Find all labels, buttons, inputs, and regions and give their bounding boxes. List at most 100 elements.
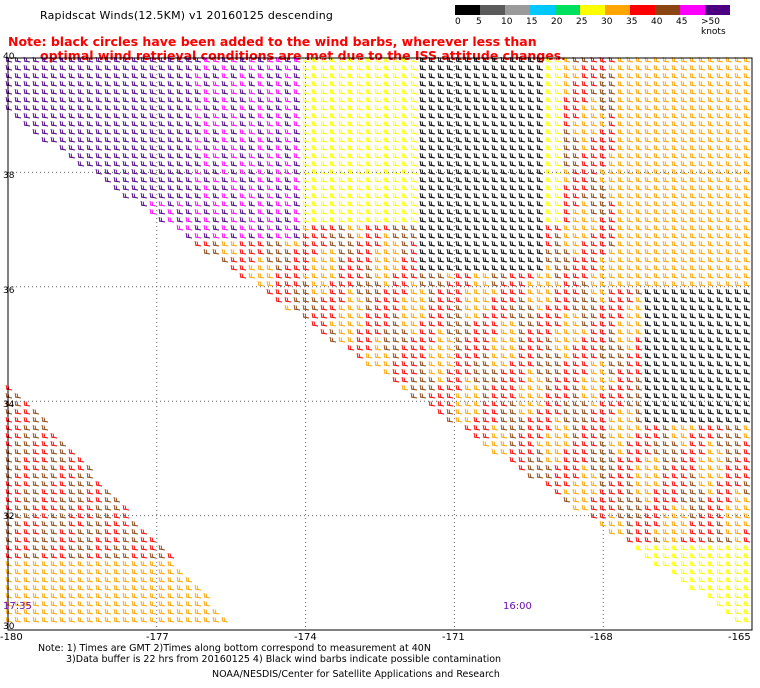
wind-barb [689,360,697,367]
wind-barb [671,192,679,199]
wind-barb [320,304,328,311]
wind-barb [509,192,517,199]
wind-barb [536,280,544,287]
wind-barb [131,544,139,551]
wind-barb [464,136,472,143]
wind-barb [23,520,31,527]
wind-barb [392,296,400,303]
wind-barb [392,336,400,343]
wind-barb [446,376,454,383]
wind-barb [302,176,310,183]
wind-barb [257,192,265,199]
wind-barb [743,80,751,87]
wind-barb [410,312,418,319]
wind-barb [554,400,562,407]
wind-barb [104,64,112,71]
wind-barb [653,304,661,311]
wind-barb [194,136,202,143]
wind-barb [284,288,292,295]
wind-barb [50,96,58,103]
wind-barb [689,120,697,127]
wind-barb [266,64,274,71]
wind-barb [221,256,229,263]
wind-barb [491,272,499,279]
wind-barb [608,400,616,407]
wind-barb [653,272,661,279]
wind-barb [644,240,652,247]
wind-barb [707,392,715,399]
wind-barb [23,496,31,503]
wind-barb [77,80,85,87]
wind-barb [716,376,724,383]
wind-barb [536,248,544,255]
wind-barb [725,72,733,79]
wind-barb [509,88,517,95]
wind-barb [401,352,409,359]
wind-barb [455,400,463,407]
wind-barb [626,528,634,535]
wind-barb [626,136,634,143]
wind-barb [653,168,661,175]
wind-barb [617,200,625,207]
wind-barb [473,184,481,191]
wind-barb [302,280,310,287]
wind-barb [50,512,58,519]
wind-barb [131,608,139,615]
wind-barb [608,64,616,71]
wind-barb [257,224,265,231]
wind-barb [644,480,652,487]
wind-barb [689,496,697,503]
wind-barb [662,368,670,375]
wind-barb [347,248,355,255]
wind-barb [491,96,499,103]
wind-barb [734,440,742,447]
wind-barb [68,552,76,559]
wind-barb [500,440,508,447]
wind-barb [428,280,436,287]
wind-barb [167,560,175,567]
wind-barb [608,280,616,287]
wind-barb [626,272,634,279]
wind-barb [554,352,562,359]
wind-barb [698,160,706,167]
wind-barb [338,64,346,71]
wind-barb [608,304,616,311]
wind-barb [32,544,40,551]
wind-barb [428,104,436,111]
wind-barb [536,224,544,231]
wind-barb [680,424,688,431]
wind-barb [572,184,580,191]
wind-barb [347,136,355,143]
wind-barb [437,408,445,415]
wind-barb [500,296,508,303]
wind-barb [734,264,742,271]
wind-barb [59,584,67,591]
wind-barb [635,280,643,287]
wind-barb [266,288,274,295]
wind-barb [437,184,445,191]
wind-barb [59,464,67,471]
wind-barb [302,232,310,239]
wind-barb [554,360,562,367]
wind-barb [662,488,670,495]
wind-barb [527,88,535,95]
wind-barb [725,560,733,567]
wind-barb [626,360,634,367]
wind-barb [113,176,121,183]
wind-barb [734,456,742,463]
wind-barb [167,192,175,199]
wind-barb [284,152,292,159]
wind-barb [518,440,526,447]
wind-barb [590,200,598,207]
wind-barb [734,576,742,583]
wind-barb [698,256,706,263]
wind-barb [194,152,202,159]
wind-barb [608,448,616,455]
wind-barb [140,88,148,95]
wind-barb [653,216,661,223]
wind-barb [698,248,706,255]
wind-barb [500,136,508,143]
wind-barb [176,80,184,87]
wind-barb [14,560,22,567]
wind-barb [311,160,319,167]
